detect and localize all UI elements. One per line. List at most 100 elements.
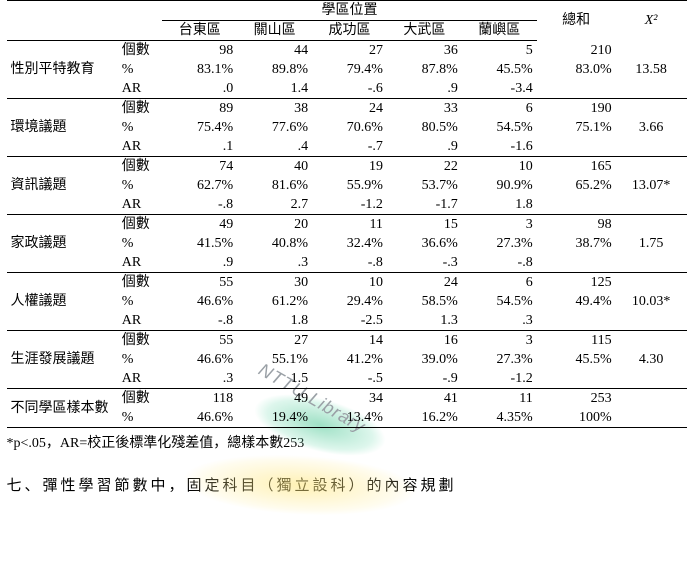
cell: 27 <box>312 41 387 61</box>
cell: -.9 <box>387 369 462 389</box>
cell: .0 <box>162 79 237 99</box>
metric-label: % <box>118 292 163 311</box>
cell: .1 <box>162 137 237 157</box>
cell: 27.3% <box>462 350 537 369</box>
cell: 30 <box>237 273 312 293</box>
col-h: 關山區 <box>237 21 312 41</box>
cell: .9 <box>387 137 462 157</box>
cell: 58.5% <box>387 292 462 311</box>
col-h: 大武區 <box>387 21 462 41</box>
row-label: 人權議題 <box>7 273 118 331</box>
cell: 65.2% <box>537 176 616 195</box>
cell: -.5 <box>312 369 387 389</box>
cell: 89 <box>162 99 237 119</box>
crosstab-table: 學區位置 總和 X² 台東區 關山區 成功區 大武區 蘭嶼區 性別平特教育個數9… <box>7 0 687 428</box>
cell: -.7 <box>312 137 387 157</box>
cell: -1.2 <box>312 195 387 215</box>
cell: 54.5% <box>462 118 537 137</box>
cell: 1.8 <box>237 311 312 331</box>
cell: .4 <box>237 137 312 157</box>
cell: 34 <box>312 389 387 409</box>
cell: 53.7% <box>387 176 462 195</box>
table-note: *p<.05，AR=校正後標準化殘差值，總樣本數253 <box>7 432 687 452</box>
metric-label: AR <box>118 79 163 99</box>
cell: .3 <box>462 311 537 331</box>
cell: 22 <box>387 157 462 177</box>
cell: -.8 <box>312 253 387 273</box>
cell: 100% <box>537 408 616 428</box>
col-h: 成功區 <box>312 21 387 41</box>
cell: 61.2% <box>237 292 312 311</box>
cell: 6 <box>462 273 537 293</box>
metric-label: 個數 <box>118 215 163 235</box>
cell: 36 <box>387 41 462 61</box>
cell: 3 <box>462 215 537 235</box>
cell: 55 <box>162 273 237 293</box>
cell: 118 <box>162 389 237 409</box>
cell: 45.5% <box>537 350 616 369</box>
cell: .9 <box>162 253 237 273</box>
cell: 46.6% <box>162 292 237 311</box>
cell: 210 <box>537 41 616 61</box>
cell: 5 <box>462 41 537 61</box>
cell: 13.4% <box>312 408 387 428</box>
cell: 11 <box>462 389 537 409</box>
cell: -.6 <box>312 79 387 99</box>
cell: -1.7 <box>387 195 462 215</box>
cell: 90.9% <box>462 176 537 195</box>
cell: 1.8 <box>462 195 537 215</box>
cell: 44 <box>237 41 312 61</box>
metric-label: 個數 <box>118 273 163 293</box>
cell: 29.4% <box>312 292 387 311</box>
cell: 46.6% <box>162 350 237 369</box>
cell: .3 <box>237 253 312 273</box>
row-label: 資訊議題 <box>7 157 118 215</box>
metric-label: 個數 <box>118 41 163 61</box>
cell: 75.4% <box>162 118 237 137</box>
row-label: 環境議題 <box>7 99 118 157</box>
cell: -.3 <box>387 253 462 273</box>
cell: -.8 <box>162 311 237 331</box>
cell: 24 <box>312 99 387 119</box>
cell: 49.4% <box>537 292 616 311</box>
cell: 98 <box>537 215 616 235</box>
cell: 41.5% <box>162 234 237 253</box>
metric-label: 個數 <box>118 157 163 177</box>
cell: 83.0% <box>537 60 616 79</box>
cell: 125 <box>537 273 616 293</box>
chi-value: 13.07* <box>616 157 687 215</box>
metric-label: AR <box>118 195 163 215</box>
cell: -1.6 <box>462 137 537 157</box>
metric-label: % <box>118 60 163 79</box>
cell: 27.3% <box>462 234 537 253</box>
chi-value: 1.75 <box>616 215 687 273</box>
cell: .9 <box>387 79 462 99</box>
cell: 49 <box>162 215 237 235</box>
cell: 19.4% <box>237 408 312 428</box>
metric-label: % <box>118 118 163 137</box>
metric-label: AR <box>118 369 163 389</box>
metric-label: 個數 <box>118 331 163 351</box>
cell: 10 <box>462 157 537 177</box>
cell: 79.4% <box>312 60 387 79</box>
cell: 55.9% <box>312 176 387 195</box>
cell: 41 <box>387 389 462 409</box>
cell: 39.0% <box>387 350 462 369</box>
cell: .3 <box>162 369 237 389</box>
cell: -.8 <box>162 195 237 215</box>
cell: 38.7% <box>537 234 616 253</box>
cell: 16.2% <box>387 408 462 428</box>
cell: 45.5% <box>462 60 537 79</box>
metric-label: % <box>118 234 163 253</box>
cell: 10 <box>312 273 387 293</box>
metric-label: % <box>118 350 163 369</box>
cell: 20 <box>237 215 312 235</box>
cell: 40.8% <box>237 234 312 253</box>
cell: 1.3 <box>387 311 462 331</box>
chi-value: 3.66 <box>616 99 687 157</box>
chi-value: 10.03* <box>616 273 687 331</box>
metric-label: % <box>118 408 163 428</box>
cell: 16 <box>387 331 462 351</box>
cell: 77.6% <box>237 118 312 137</box>
cell: 1.5 <box>237 369 312 389</box>
